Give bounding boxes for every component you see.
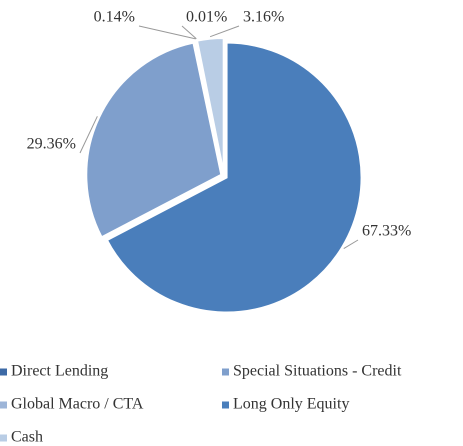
data-label: 3.16% [243,9,284,26]
data-label: 67.33% [362,223,411,240]
legend-marker [0,368,7,376]
legend-marker [222,401,229,409]
leader-line [181,25,197,40]
legend-label: Long Only Equity [233,396,349,413]
data-label: 0.01% [186,9,227,26]
pie-slice [85,41,223,239]
legend-label: Global Macro / CTA [11,396,144,413]
leader-line [138,25,196,40]
legend-label: Direct Lending [11,363,108,380]
legend-label: Cash [11,429,43,446]
leader-line [343,239,359,249]
leader-line [79,116,98,154]
data-label: 0.14% [94,9,135,26]
legend-marker [0,401,7,409]
legend-label: Special Situations - Credit [233,363,402,380]
pie-slice [195,37,225,174]
legend-marker [0,434,7,442]
legend-marker [222,368,229,376]
leader-line [209,25,240,38]
data-label: 29.36% [27,136,76,153]
pie-slice [105,41,363,314]
